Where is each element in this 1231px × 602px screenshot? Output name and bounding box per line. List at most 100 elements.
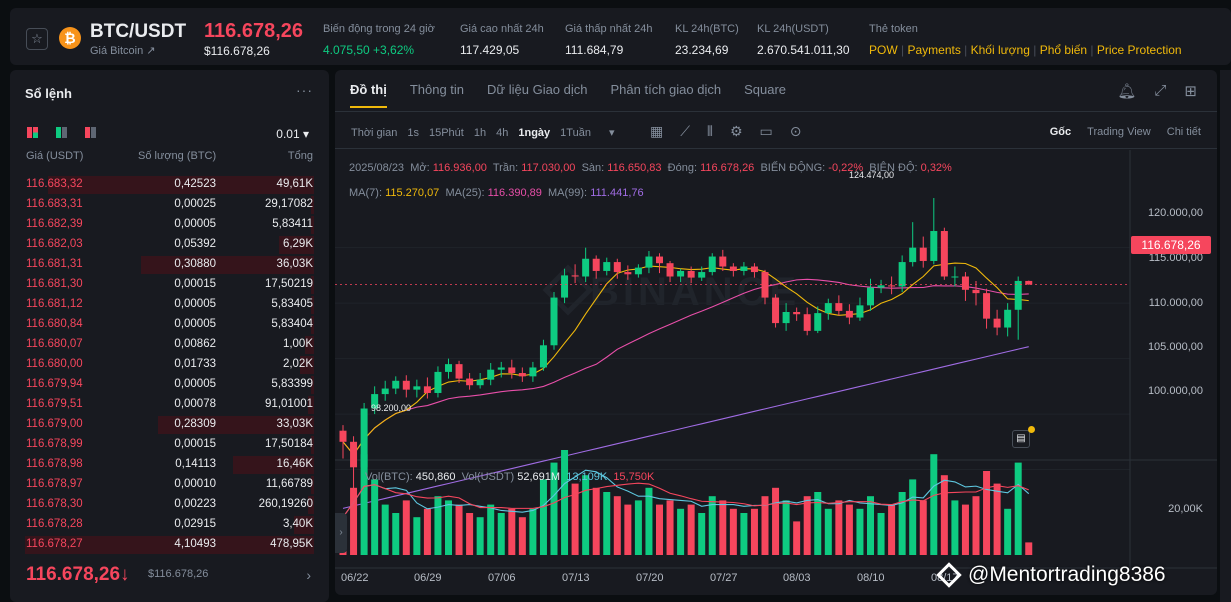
volume-bar: [740, 513, 748, 555]
view-tradingview[interactable]: Trading View: [1087, 126, 1151, 138]
more-options-icon[interactable]: ···: [296, 82, 313, 98]
chevron-right-icon[interactable]: ›: [306, 567, 311, 583]
ask-row[interactable]: 116.679,51 0,00078 91,01001: [10, 394, 329, 414]
ask-qty: 4,10493: [174, 538, 216, 550]
depth-bar: [311, 196, 314, 214]
candle-body: [972, 289, 980, 294]
interval-1w[interactable]: 1Tuần: [560, 126, 591, 139]
interval-4h[interactable]: 4h: [496, 126, 509, 139]
favorite-star-icon[interactable]: ☆: [26, 28, 48, 50]
token-tag[interactable]: Phổ biến: [1039, 43, 1088, 57]
calendar-icon[interactable]: ▦: [650, 123, 664, 139]
order-book: Sổ lệnh ··· 0.01 ▾ Giá (USDT) Số lượng (…: [10, 70, 329, 602]
ask-row[interactable]: 116.683,32 0,42523 49,61K: [10, 174, 329, 194]
volume-bar: [719, 500, 727, 555]
tab-trading-data[interactable]: Dữ liệu Giao dịch: [487, 82, 588, 97]
token-tag[interactable]: POW: [869, 43, 898, 57]
ask-row[interactable]: 116.678,30 0,00223 260,19260: [10, 494, 329, 514]
tab-chart[interactable]: Đồ thị: [350, 82, 387, 108]
ask-row[interactable]: 116.681,31 0,30880 36,03K: [10, 254, 329, 274]
ask-row[interactable]: 116.680,84 0,00005 5,83404: [10, 314, 329, 334]
token-tag[interactable]: Khối lượng: [970, 43, 1030, 57]
interval-1d[interactable]: 1ngày: [518, 126, 551, 139]
ask-row[interactable]: 116.679,94 0,00005 5,83399: [10, 374, 329, 394]
expand-icon[interactable]: ⤢: [1154, 82, 1167, 99]
candle-body: [961, 276, 969, 290]
ask-row[interactable]: 116.680,07 0,00862 1,00K: [10, 334, 329, 354]
pair-subtitle[interactable]: Giá Bitcoin ↗: [90, 45, 156, 57]
interval-1s[interactable]: 1s: [407, 126, 419, 139]
depth-bar: [25, 536, 314, 554]
ask-row[interactable]: 116.679,00 0,28309 33,03K: [10, 414, 329, 434]
interval-1h[interactable]: 1h: [473, 126, 487, 139]
candle-type-icon[interactable]: ⫴: [707, 123, 713, 139]
candle-body: [919, 247, 927, 261]
precision-select[interactable]: 0.01 ▾: [276, 127, 309, 141]
ohlc-amp-label: BIÊN ĐỘ:: [869, 162, 918, 174]
ask-row[interactable]: 116.678,98 0,14113 16,46K: [10, 454, 329, 474]
price-chart[interactable]: [335, 150, 1217, 595]
x-tick-label: 07/20: [636, 572, 664, 584]
alert-icon[interactable]: ▤: [1012, 430, 1030, 448]
volume-bar: [455, 504, 463, 555]
ask-row[interactable]: 116.681,12 0,00005 5,83405: [10, 294, 329, 314]
volume-bar: [497, 513, 505, 555]
interval-dropdown-icon[interactable]: ▾: [608, 127, 615, 139]
candle-body: [845, 310, 853, 318]
depth-bar: [311, 276, 314, 294]
volume-bar: [919, 500, 927, 555]
ask-total: 1,00K: [282, 338, 313, 350]
volume-bar: [782, 500, 790, 555]
vol-usdt-label: Vol(USDT): [461, 471, 515, 483]
ask-row[interactable]: 116.678,27 4,10493 478,95K: [10, 534, 329, 554]
tab-trading-analysis[interactable]: Phân tích giao dịch: [610, 82, 722, 97]
ask-qty: 0,01733: [174, 358, 216, 370]
ask-row[interactable]: 116.678,99 0,00015 17,50184: [10, 434, 329, 454]
ask-price: 116.680,84: [26, 318, 83, 330]
more-icon[interactable]: ⊙: [789, 123, 802, 139]
ohlc-change-label: BIẾN ĐỘNG:: [760, 162, 826, 174]
both-sides-view-icon[interactable]: [27, 127, 38, 138]
right-panel-edge: [1220, 70, 1231, 602]
ask-price: 116.680,00: [26, 358, 83, 370]
volume-bar: [793, 521, 801, 555]
grid-icon[interactable]: ⊞: [1184, 83, 1197, 100]
ask-row[interactable]: 116.680,00 0,01733 2,02K: [10, 354, 329, 374]
collapse-handle-icon[interactable]: ›: [335, 513, 347, 553]
bids-view-icon[interactable]: [56, 127, 67, 138]
view-depth[interactable]: Chi tiết: [1166, 126, 1201, 138]
bell-icon[interactable]: 🔔︎: [1117, 83, 1137, 100]
indicator-icon[interactable]: ⟋: [680, 123, 691, 139]
token-tag[interactable]: Price Protection: [1096, 43, 1182, 57]
ask-row[interactable]: 116.683,31 0,00025 29,17082: [10, 194, 329, 214]
depth-bar: [311, 476, 314, 494]
ma99-line: [342, 346, 1029, 509]
token-tag[interactable]: Payments: [907, 43, 961, 57]
screenshot-icon[interactable]: ▭: [759, 123, 773, 139]
ask-row[interactable]: 116.682,03 0,05392 6,29K: [10, 234, 329, 254]
x-tick-label: 06/22: [341, 572, 369, 584]
volume-bar: [814, 492, 822, 555]
vol-usdt-value: 52,691M: [517, 471, 561, 483]
asks-view-icon[interactable]: [85, 127, 96, 138]
volume-bar: [993, 483, 1001, 555]
tab-square[interactable]: Square: [744, 82, 787, 97]
settings-icon[interactable]: ⚙: [729, 123, 743, 139]
ohlc-date: 2025/08/23: [349, 162, 405, 174]
tab-info[interactable]: Thông tin: [409, 82, 465, 97]
candle-body: [445, 364, 452, 372]
volume-bar: [487, 504, 495, 555]
pair-name[interactable]: BTC/USDT: [90, 21, 187, 42]
candle-body: [603, 262, 611, 271]
candle-body: [529, 367, 537, 377]
candle-body: [360, 408, 368, 468]
ask-row[interactable]: 116.678,28 0,02915 3,40K: [10, 514, 329, 534]
x-tick-label: 08/03: [783, 572, 811, 584]
ask-price: 116.678,27: [26, 538, 83, 550]
ask-row[interactable]: 116.678,97 0,00010 11,66789: [10, 474, 329, 494]
ask-row[interactable]: 116.682,39 0,00005 5,83411: [10, 214, 329, 234]
depth-bar: [299, 356, 314, 374]
view-original[interactable]: Gốc: [1049, 126, 1072, 138]
interval-15m[interactable]: 15Phút: [428, 126, 464, 139]
ask-row[interactable]: 116.681,30 0,00015 17,50219: [10, 274, 329, 294]
